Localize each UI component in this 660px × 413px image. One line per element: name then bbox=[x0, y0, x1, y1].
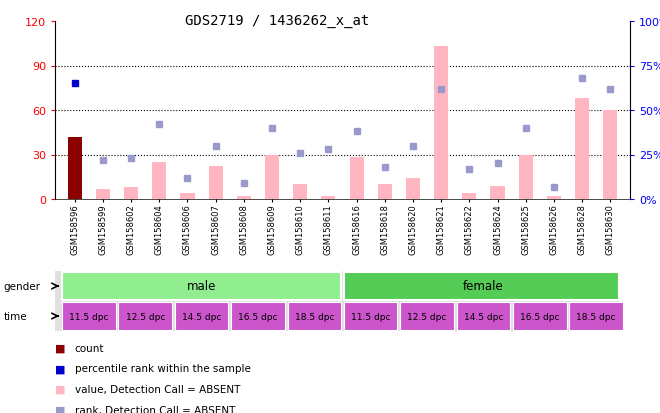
Bar bbox=[152, 163, 166, 199]
Text: 14.5 dpc: 14.5 dpc bbox=[464, 312, 503, 321]
Text: 18.5 dpc: 18.5 dpc bbox=[576, 312, 616, 321]
Bar bbox=[231, 302, 284, 330]
Text: count: count bbox=[75, 343, 104, 353]
Text: 16.5 dpc: 16.5 dpc bbox=[238, 312, 278, 321]
Text: 16.5 dpc: 16.5 dpc bbox=[520, 312, 560, 321]
Bar bbox=[180, 194, 195, 199]
Bar bbox=[603, 111, 617, 199]
Text: 12.5 dpc: 12.5 dpc bbox=[125, 312, 165, 321]
Bar bbox=[124, 188, 138, 199]
Text: 12.5 dpc: 12.5 dpc bbox=[407, 312, 447, 321]
Bar bbox=[321, 197, 335, 199]
Text: 11.5 dpc: 11.5 dpc bbox=[69, 312, 109, 321]
Bar bbox=[378, 185, 392, 199]
Text: ■: ■ bbox=[55, 384, 65, 394]
Text: ■: ■ bbox=[55, 405, 65, 413]
Text: ■: ■ bbox=[55, 343, 65, 353]
Bar bbox=[237, 197, 251, 199]
Text: GDS2719 / 1436262_x_at: GDS2719 / 1436262_x_at bbox=[185, 14, 370, 28]
Text: 14.5 dpc: 14.5 dpc bbox=[182, 312, 221, 321]
Bar bbox=[513, 302, 566, 330]
Bar bbox=[570, 302, 623, 330]
Bar bbox=[265, 155, 279, 199]
Bar bbox=[406, 179, 420, 199]
Bar bbox=[457, 302, 510, 330]
Bar bbox=[288, 302, 341, 330]
Bar bbox=[547, 197, 561, 199]
Bar bbox=[462, 194, 477, 199]
Bar bbox=[344, 302, 397, 330]
Bar bbox=[118, 302, 172, 330]
Bar bbox=[350, 158, 364, 199]
Bar bbox=[519, 155, 533, 199]
Text: male: male bbox=[187, 280, 216, 293]
Text: time: time bbox=[3, 311, 27, 321]
Text: rank, Detection Call = ABSENT: rank, Detection Call = ABSENT bbox=[75, 405, 235, 413]
Text: 11.5 dpc: 11.5 dpc bbox=[351, 312, 391, 321]
Bar bbox=[344, 273, 618, 300]
Bar bbox=[400, 302, 454, 330]
Text: percentile rank within the sample: percentile rank within the sample bbox=[75, 363, 251, 373]
Bar bbox=[62, 273, 341, 300]
Bar bbox=[209, 167, 222, 199]
Bar bbox=[293, 185, 308, 199]
Text: value, Detection Call = ABSENT: value, Detection Call = ABSENT bbox=[75, 384, 240, 394]
Bar bbox=[62, 302, 116, 330]
Text: 18.5 dpc: 18.5 dpc bbox=[294, 312, 334, 321]
Bar bbox=[68, 138, 82, 199]
Text: female: female bbox=[463, 280, 504, 293]
Text: ■: ■ bbox=[55, 363, 65, 373]
Bar bbox=[575, 99, 589, 199]
Bar bbox=[434, 47, 448, 199]
Text: gender: gender bbox=[3, 281, 40, 291]
Bar bbox=[96, 189, 110, 199]
Bar bbox=[490, 186, 505, 199]
Bar bbox=[175, 302, 228, 330]
